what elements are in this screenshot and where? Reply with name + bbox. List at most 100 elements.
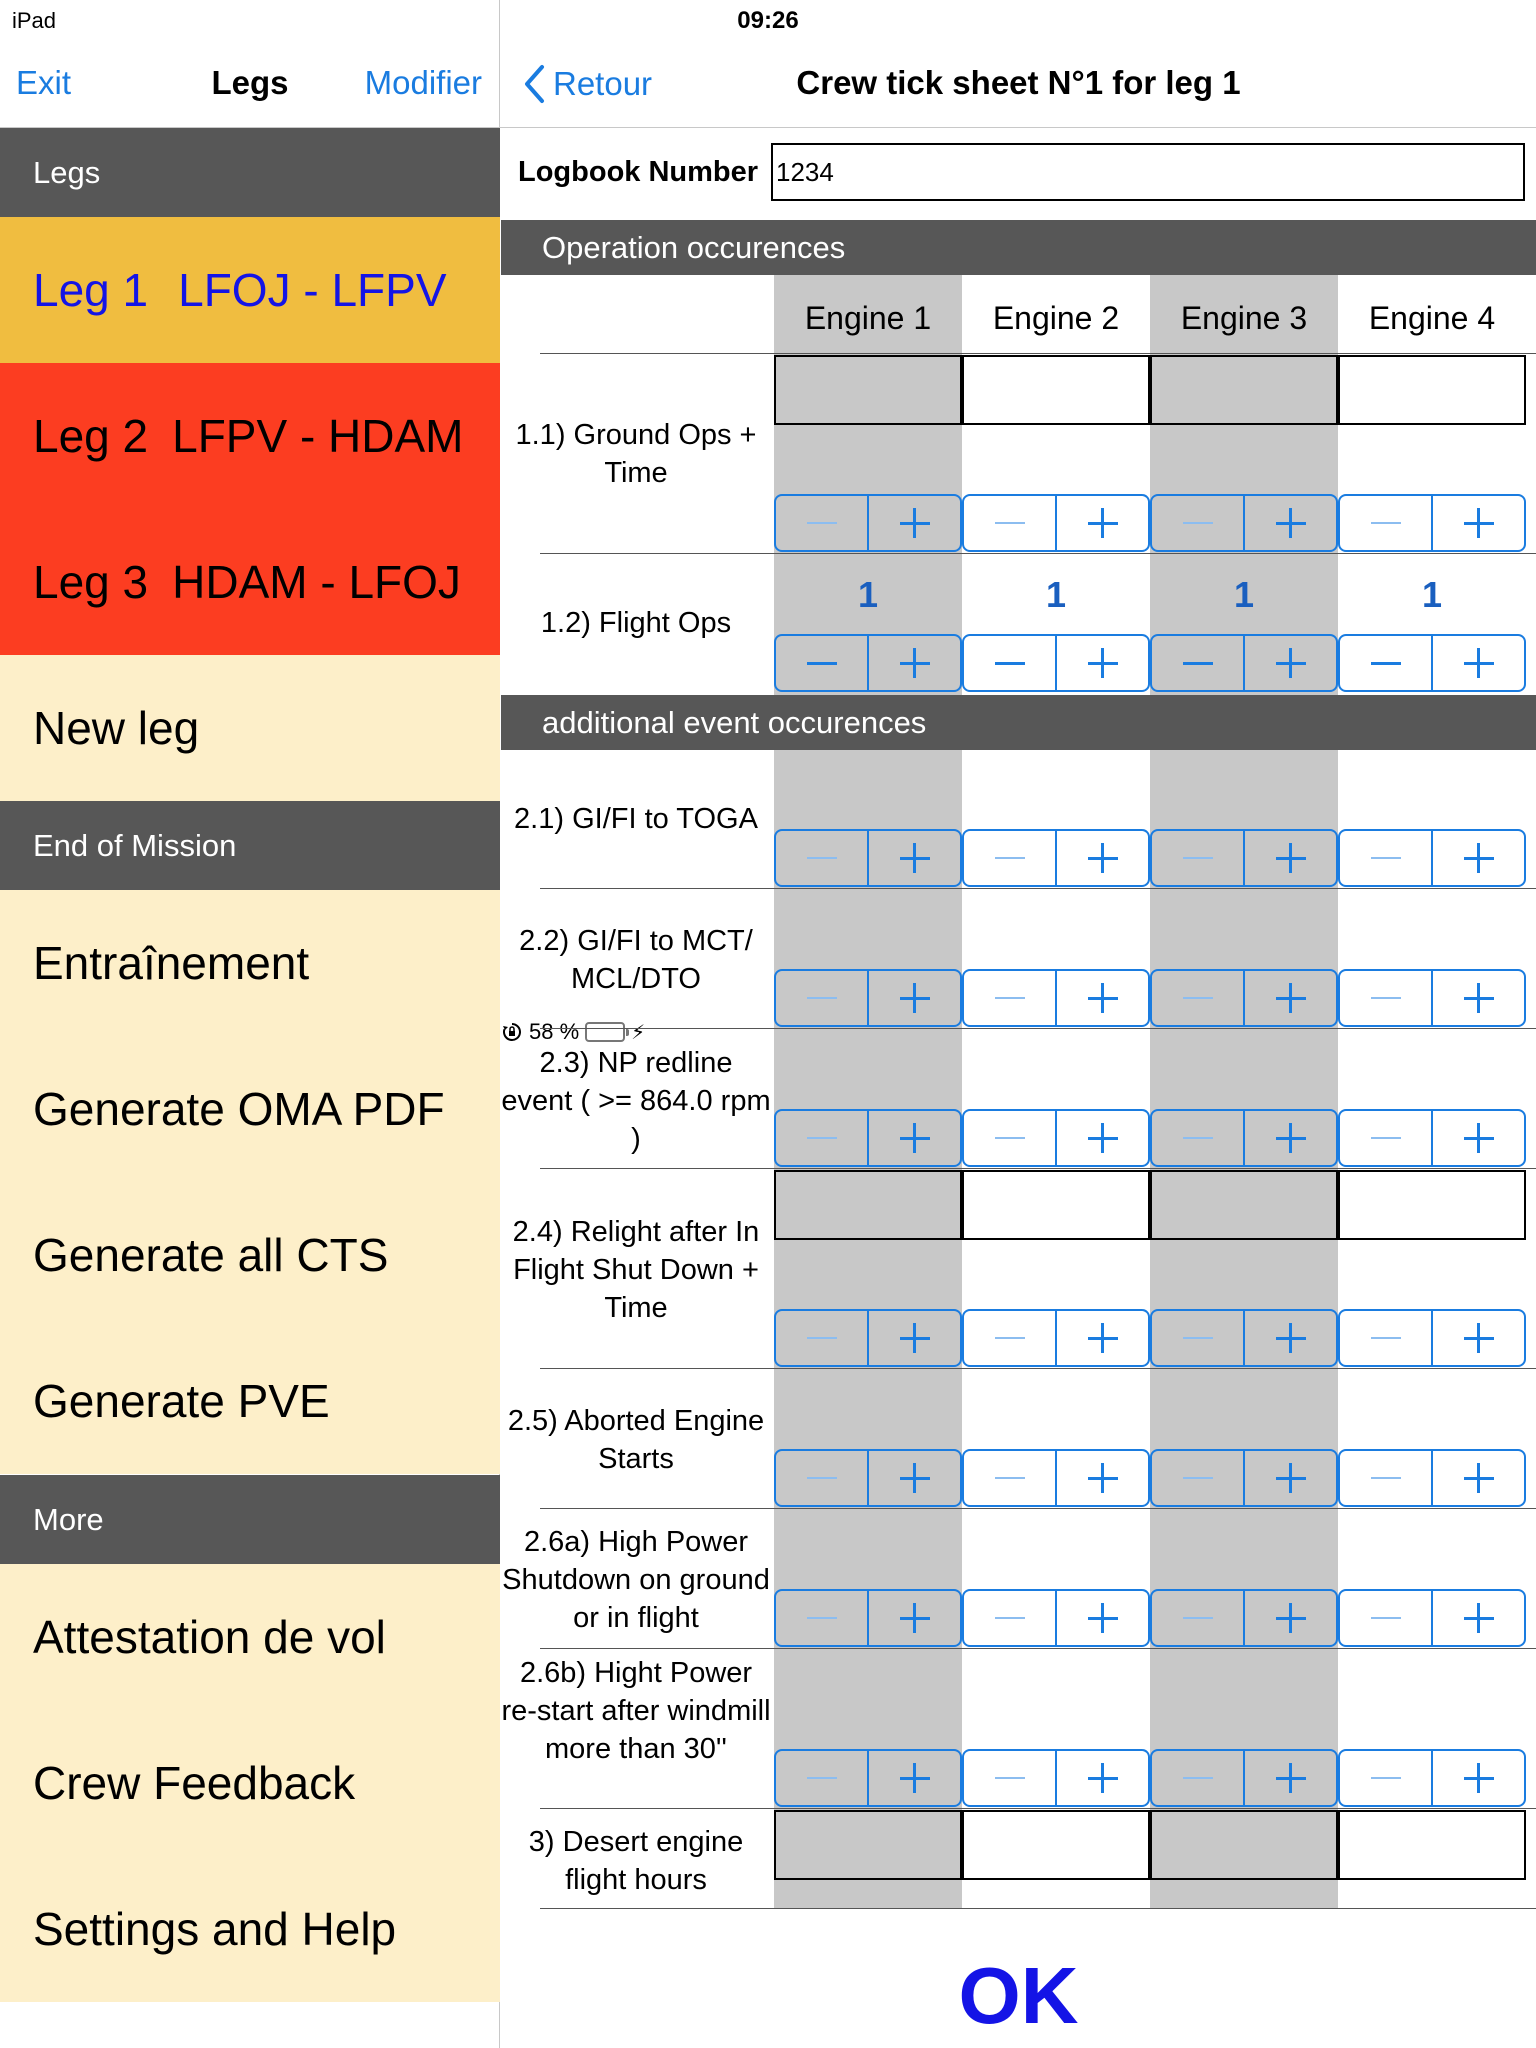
plus-icon[interactable] bbox=[1057, 971, 1148, 1025]
minus-icon[interactable] bbox=[1340, 636, 1433, 690]
time-field[interactable] bbox=[774, 355, 962, 425]
minus-icon[interactable] bbox=[964, 1591, 1057, 1645]
engine-3-stepper[interactable] bbox=[1150, 1109, 1338, 1167]
plus-icon[interactable] bbox=[1245, 831, 1336, 885]
engine-1-stepper[interactable] bbox=[774, 494, 962, 552]
time-field[interactable] bbox=[1150, 1170, 1338, 1240]
hours-field[interactable] bbox=[1338, 1810, 1526, 1880]
engine-3-stepper[interactable] bbox=[1150, 1449, 1338, 1507]
plus-icon[interactable] bbox=[1433, 971, 1524, 1025]
engine-1-stepper[interactable] bbox=[774, 969, 962, 1027]
engine-2-stepper[interactable] bbox=[962, 1449, 1150, 1507]
minus-icon[interactable] bbox=[776, 1751, 869, 1805]
plus-icon[interactable] bbox=[869, 831, 960, 885]
minus-icon[interactable] bbox=[1152, 1451, 1245, 1505]
time-field[interactable] bbox=[1338, 1170, 1526, 1240]
minus-icon[interactable] bbox=[1152, 831, 1245, 885]
engine-4-stepper[interactable] bbox=[1338, 494, 1526, 552]
plus-icon[interactable] bbox=[1433, 496, 1524, 550]
engine-1-stepper[interactable] bbox=[774, 1309, 962, 1367]
minus-icon[interactable] bbox=[776, 496, 869, 550]
hours-field[interactable] bbox=[774, 1810, 962, 1880]
plus-icon[interactable] bbox=[869, 1591, 960, 1645]
time-field[interactable] bbox=[1338, 355, 1526, 425]
plus-icon[interactable] bbox=[1057, 1311, 1148, 1365]
plus-icon[interactable] bbox=[1057, 1111, 1148, 1165]
plus-icon[interactable] bbox=[1057, 496, 1148, 550]
minus-icon[interactable] bbox=[1340, 1751, 1433, 1805]
engine-2-stepper[interactable] bbox=[962, 634, 1150, 692]
minus-icon[interactable] bbox=[1340, 1311, 1433, 1365]
minus-icon[interactable] bbox=[1340, 1591, 1433, 1645]
hours-field[interactable] bbox=[962, 1810, 1150, 1880]
engine-2-stepper[interactable] bbox=[962, 829, 1150, 887]
engine-3-stepper[interactable] bbox=[1150, 634, 1338, 692]
engine-3-stepper[interactable] bbox=[1150, 829, 1338, 887]
engine-3-stepper[interactable] bbox=[1150, 1749, 1338, 1807]
engine-1-stepper[interactable] bbox=[774, 1589, 962, 1647]
plus-icon[interactable] bbox=[869, 1451, 960, 1505]
settings-help-item[interactable]: Settings and Help bbox=[0, 1856, 500, 2002]
minus-icon[interactable] bbox=[964, 1451, 1057, 1505]
plus-icon[interactable] bbox=[1057, 831, 1148, 885]
engine-2-stepper[interactable] bbox=[962, 1109, 1150, 1167]
generate-oma-pdf-item[interactable]: Generate OMA PDF bbox=[0, 1036, 500, 1182]
leg-item-2[interactable]: Leg 2 LFPV - HDAM bbox=[0, 363, 500, 509]
engine-2-stepper[interactable] bbox=[962, 494, 1150, 552]
plus-icon[interactable] bbox=[1433, 1311, 1524, 1365]
minus-icon[interactable] bbox=[1152, 636, 1245, 690]
minus-icon[interactable] bbox=[776, 1451, 869, 1505]
time-field[interactable] bbox=[962, 355, 1150, 425]
minus-icon[interactable] bbox=[1152, 1111, 1245, 1165]
training-item[interactable]: Entraînement bbox=[0, 890, 500, 1036]
crew-feedback-item[interactable]: Crew Feedback bbox=[0, 1710, 500, 1856]
minus-icon[interactable] bbox=[1340, 831, 1433, 885]
engine-4-stepper[interactable] bbox=[1338, 1449, 1526, 1507]
time-field[interactable] bbox=[1150, 355, 1338, 425]
minus-icon[interactable] bbox=[1152, 971, 1245, 1025]
plus-icon[interactable] bbox=[869, 1751, 960, 1805]
minus-icon[interactable] bbox=[964, 1751, 1057, 1805]
generate-all-cts-item[interactable]: Generate all CTS bbox=[0, 1182, 500, 1328]
engine-3-stepper[interactable] bbox=[1150, 494, 1338, 552]
plus-icon[interactable] bbox=[1057, 1751, 1148, 1805]
engine-4-stepper[interactable] bbox=[1338, 1309, 1526, 1367]
engine-2-stepper[interactable] bbox=[962, 1749, 1150, 1807]
plus-icon[interactable] bbox=[1057, 636, 1148, 690]
plus-icon[interactable] bbox=[869, 1311, 960, 1365]
minus-icon[interactable] bbox=[964, 971, 1057, 1025]
plus-icon[interactable] bbox=[1057, 1451, 1148, 1505]
plus-icon[interactable] bbox=[869, 1111, 960, 1165]
engine-4-stepper[interactable] bbox=[1338, 829, 1526, 887]
engine-4-stepper[interactable] bbox=[1338, 1749, 1526, 1807]
plus-icon[interactable] bbox=[1245, 1111, 1336, 1165]
plus-icon[interactable] bbox=[1245, 1451, 1336, 1505]
minus-icon[interactable] bbox=[1340, 496, 1433, 550]
engine-4-stepper[interactable] bbox=[1338, 1589, 1526, 1647]
edit-button[interactable]: Modifier bbox=[364, 64, 482, 101]
plus-icon[interactable] bbox=[1433, 831, 1524, 885]
ok-button[interactable]: OK bbox=[958, 1951, 1079, 2040]
minus-icon[interactable] bbox=[776, 636, 869, 690]
minus-icon[interactable] bbox=[776, 971, 869, 1025]
engine-1-stepper[interactable] bbox=[774, 1449, 962, 1507]
engine-3-stepper[interactable] bbox=[1150, 1309, 1338, 1367]
plus-icon[interactable] bbox=[869, 636, 960, 690]
engine-3-stepper[interactable] bbox=[1150, 969, 1338, 1027]
engine-2-stepper[interactable] bbox=[962, 1309, 1150, 1367]
minus-icon[interactable] bbox=[964, 496, 1057, 550]
minus-icon[interactable] bbox=[1152, 496, 1245, 550]
exit-button[interactable]: Exit bbox=[16, 64, 72, 101]
engine-1-stepper[interactable] bbox=[774, 634, 962, 692]
engine-4-stepper[interactable] bbox=[1338, 969, 1526, 1027]
minus-icon[interactable] bbox=[776, 831, 869, 885]
minus-icon[interactable] bbox=[964, 831, 1057, 885]
plus-icon[interactable] bbox=[1433, 1751, 1524, 1805]
logbook-number-field[interactable]: 1234 bbox=[771, 143, 1525, 201]
minus-icon[interactable] bbox=[776, 1311, 869, 1365]
time-field[interactable] bbox=[962, 1170, 1150, 1240]
engine-1-stepper[interactable] bbox=[774, 1749, 962, 1807]
plus-icon[interactable] bbox=[1245, 636, 1336, 690]
minus-icon[interactable] bbox=[1340, 971, 1433, 1025]
plus-icon[interactable] bbox=[869, 496, 960, 550]
